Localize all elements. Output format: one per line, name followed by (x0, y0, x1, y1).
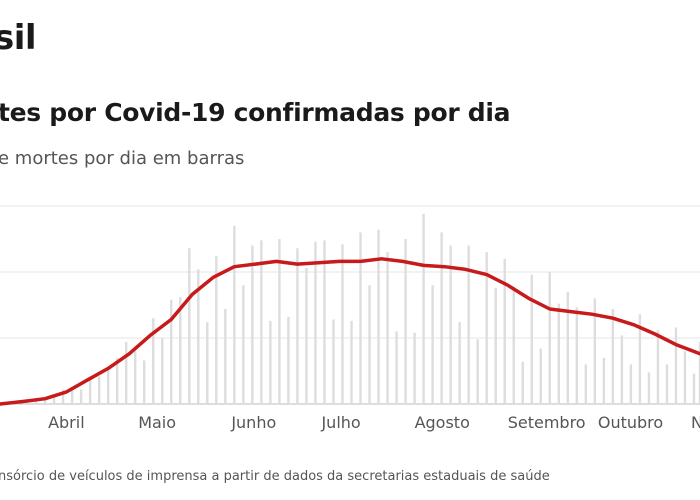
death-bar (88, 378, 92, 404)
x-tick-label: Maio (138, 413, 176, 432)
death-bar (305, 268, 308, 404)
death-bar (79, 389, 83, 404)
death-bar (106, 367, 110, 404)
death-bar (413, 332, 416, 404)
death-bar (422, 213, 425, 404)
death-bar (133, 351, 137, 404)
x-tick-label: Junho (230, 413, 276, 432)
death-bar (242, 285, 245, 404)
death-bar (179, 297, 182, 404)
death-bar (692, 373, 696, 404)
x-tick-label: Agosto (415, 413, 470, 432)
death-bar (341, 244, 344, 404)
death-bar (188, 248, 191, 404)
death-bar (161, 338, 164, 404)
death-bar (566, 291, 570, 404)
death-bar (278, 239, 281, 404)
death-bar (584, 364, 588, 404)
death-bar (629, 364, 633, 404)
death-bar (269, 320, 272, 404)
death-bar (530, 274, 533, 404)
death-bar (97, 376, 101, 404)
death-bar (521, 361, 524, 404)
death-bar (611, 308, 615, 404)
x-tick-label: No (691, 413, 700, 432)
death-bar (449, 245, 452, 404)
death-bar (124, 341, 128, 404)
chart-caption: e mortes por dia em barras (0, 148, 245, 169)
death-bar (350, 320, 353, 404)
death-bar (52, 394, 56, 404)
death-bar (638, 314, 642, 404)
death-bar (314, 241, 317, 404)
death-bar (512, 286, 515, 404)
chart-title: tes por Covid-19 confirmadas por dia (0, 98, 511, 127)
death-bar (602, 357, 606, 404)
death-bar (296, 248, 299, 404)
death-bar (665, 364, 669, 404)
death-bar (503, 258, 506, 404)
death-bar (593, 298, 597, 404)
death-bar (485, 252, 488, 404)
death-bar (34, 400, 38, 404)
death-bar (377, 229, 380, 404)
average-line (0, 257, 700, 406)
death-bar (494, 287, 497, 404)
x-tick-label: Abril (48, 413, 85, 432)
death-bar (215, 256, 218, 404)
death-bar (323, 240, 326, 404)
death-bar (698, 341, 700, 404)
x-tick-label: Outubro (598, 413, 663, 432)
death-bar (647, 372, 651, 404)
x-axis: Abril Maio Junho Julho Agosto Setembro Outubro… (48, 413, 700, 432)
death-bar (143, 360, 146, 404)
daily-deaths-bars (0, 213, 700, 404)
death-bar (539, 348, 542, 404)
death-bar (440, 232, 443, 404)
death-bar (575, 307, 579, 404)
death-bar (43, 398, 47, 404)
x-tick-label: Setembro (508, 413, 586, 432)
death-bar (431, 285, 434, 404)
death-bar (395, 331, 398, 404)
death-bar (467, 245, 470, 404)
death-bar (683, 351, 687, 404)
death-bar (404, 239, 407, 404)
moving-average-line (0, 257, 700, 406)
death-bar (557, 303, 560, 404)
death-bar (61, 389, 65, 404)
source-note: nsórcio de veículos de imprensa a partir… (0, 469, 550, 484)
death-bar (251, 245, 254, 404)
death-bar (368, 285, 371, 404)
death-bar (386, 252, 389, 404)
death-bar (260, 240, 263, 404)
death-bar (224, 308, 227, 404)
x-tick-label: Julho (320, 413, 360, 432)
death-bar (287, 316, 290, 404)
death-bar (548, 272, 551, 404)
death-bar (656, 330, 660, 404)
death-bar (197, 269, 200, 404)
death-bar (70, 386, 74, 404)
death-bar (170, 299, 173, 404)
death-bar (476, 339, 479, 404)
death-bar (620, 335, 624, 404)
page-title: sil (0, 18, 37, 58)
death-bar (115, 357, 119, 404)
death-bar (674, 327, 678, 404)
death-bar (233, 225, 236, 404)
death-bar (359, 232, 362, 404)
death-bar (458, 322, 461, 404)
death-bar (332, 319, 335, 404)
death-bar (152, 318, 155, 404)
death-bar (206, 322, 209, 404)
